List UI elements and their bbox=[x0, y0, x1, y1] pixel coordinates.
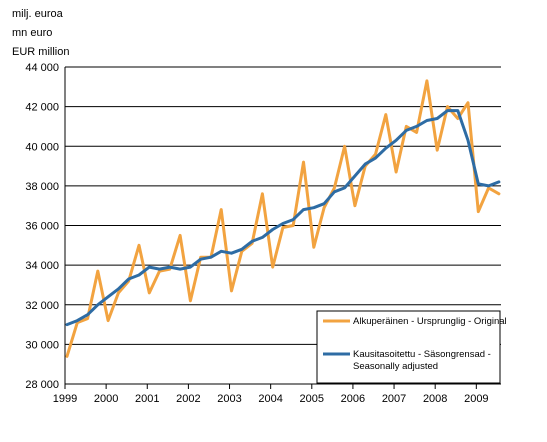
series-line-original bbox=[65, 79, 501, 358]
y-tick-label: 32 000 bbox=[25, 300, 59, 312]
legend-label-seasonal-line1: Kausitasoitettu - Säsongrensad - bbox=[353, 349, 491, 360]
unit-label-fi: milj. euroa bbox=[12, 8, 64, 20]
x-tick-label: 2002 bbox=[176, 393, 200, 405]
y-tick-label: 38 000 bbox=[25, 181, 59, 193]
y-tick-label: 30 000 bbox=[25, 339, 59, 351]
y-tick-label: 36 000 bbox=[25, 221, 59, 233]
legend-label-seasonal-line2: Seasonally adjusted bbox=[353, 361, 438, 372]
x-tick-label: 2009 bbox=[464, 393, 488, 405]
y-tick-label: 34 000 bbox=[25, 260, 59, 272]
legend: Alkuperäinen - Ursprunglig - Original Ka… bbox=[316, 310, 507, 384]
legend-label-original: Alkuperäinen - Ursprunglig - Original bbox=[353, 316, 507, 327]
series-layer bbox=[65, 79, 501, 358]
unit-labels: milj. euroa mn euro EUR million bbox=[12, 8, 69, 58]
x-tick-label: 2000 bbox=[94, 393, 118, 405]
y-axis-ticks: 28 000 30 000 32 000 34 000 36 000 38 000 40 0… bbox=[25, 62, 59, 391]
x-tick-label: 2004 bbox=[258, 393, 282, 405]
gridlines bbox=[65, 66, 501, 345]
unit-label-sv: mn euro bbox=[12, 27, 52, 39]
y-tick-label: 40 000 bbox=[25, 141, 59, 153]
series-line-seasonally-adjusted bbox=[65, 109, 501, 327]
x-tick-label: 2003 bbox=[217, 393, 241, 405]
x-tick-label: 2001 bbox=[135, 393, 159, 405]
unit-label-en: EUR million bbox=[12, 46, 69, 58]
x-axis: 1999 2000 2001 2002 2003 2004 2005 2006 2007 2008… bbox=[53, 67, 501, 405]
x-tick-label: 2008 bbox=[423, 393, 447, 405]
x-tick-label: 2006 bbox=[341, 393, 365, 405]
legend-box bbox=[316, 310, 501, 384]
y-tick-label: 28 000 bbox=[25, 379, 59, 391]
x-tick-label: 1999 bbox=[53, 393, 77, 405]
y-tick-label: 44 000 bbox=[25, 62, 59, 74]
y-tick-label: 42 000 bbox=[25, 102, 59, 114]
x-tick-label: 2007 bbox=[382, 393, 406, 405]
x-tick-label: 2005 bbox=[300, 393, 324, 405]
legend-label-seasonal: Kausitasoitettu - Säsongrensad - Seasona… bbox=[353, 349, 493, 372]
